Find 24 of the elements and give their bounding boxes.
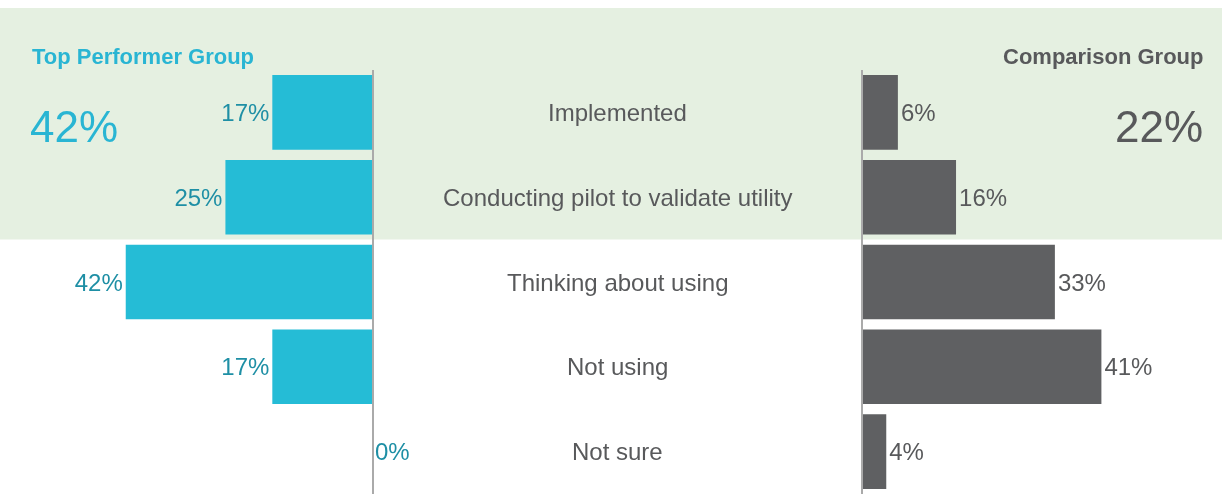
data-label: 6% [900, 98, 936, 126]
data-label: 25% [174, 183, 223, 211]
chart-title: Comparison Group [1003, 44, 1204, 69]
data-label: 16% [959, 183, 1008, 211]
data-label: 0% [375, 438, 410, 466]
text: 42% [30, 102, 119, 151]
y-tick-label: Thinking about using [507, 269, 729, 296]
bar [863, 244, 1055, 320]
bar [863, 414, 887, 489]
data-label: 17% [221, 353, 270, 381]
bar [863, 329, 1102, 405]
data-label: 4% [889, 438, 924, 466]
chart-title: Top Performer Group [32, 44, 255, 69]
y-tick-label: Conducting pilot to validate utility [443, 184, 793, 211]
y-tick-label: Not sure [572, 438, 663, 465]
data-label: 42% [74, 268, 123, 296]
data-label: 17% [221, 98, 270, 126]
data-label: 41% [1104, 353, 1153, 381]
bar [863, 159, 957, 235]
y-tick-label: Not using [567, 353, 669, 380]
bar [863, 75, 898, 150]
y-tick-label: Implemented [548, 99, 687, 126]
data-label: 33% [1057, 268, 1106, 296]
text: 22% [1115, 102, 1204, 151]
